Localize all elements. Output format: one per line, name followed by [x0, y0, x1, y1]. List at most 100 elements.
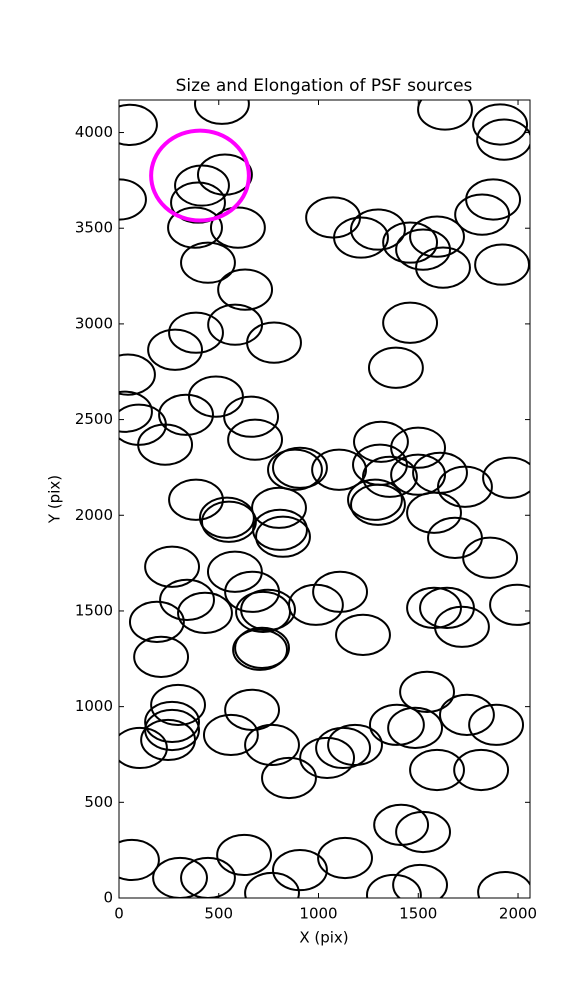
psf-ellipse: [133, 635, 190, 678]
psf-ellipse: [119, 838, 160, 882]
psf-ellipse: [119, 103, 158, 146]
psf-ellipse: [454, 193, 511, 236]
x-axis-label: X (pix): [299, 929, 348, 947]
psf-ellipse: [368, 703, 425, 746]
psf-ellipse: [489, 583, 530, 626]
psf-ellipse: [202, 713, 259, 757]
psf-ellipse: [387, 706, 444, 749]
psf-ellipse: [251, 486, 307, 529]
psf-ellipse: [167, 206, 223, 249]
psf-ellipse: [180, 856, 236, 898]
psf-ellipse: [119, 390, 153, 433]
x-tick-label: 0: [114, 905, 124, 923]
y-tick-label: 1500: [75, 601, 113, 619]
psf-ellipse: [468, 703, 525, 746]
y-tick-label: 0: [103, 889, 113, 907]
psf-ellipse: [382, 301, 439, 344]
psf-ellipse: [399, 670, 455, 713]
psf-ellipse: [140, 718, 197, 762]
psf-ellipse: [482, 456, 530, 499]
y-tick-label: 3500: [75, 219, 113, 237]
psf-ellipse: [244, 871, 300, 898]
psf-ellipse: [272, 848, 328, 892]
psf-ellipse: [362, 455, 418, 498]
psf-ellipse: [406, 586, 462, 629]
psf-ellipse: [180, 241, 236, 284]
psf-ellipse: [150, 683, 206, 727]
psf-ellipse: [261, 756, 317, 800]
psf-ellipse: [462, 536, 519, 579]
psf-ellipse: [272, 446, 328, 489]
psf-ellipse: [267, 448, 323, 491]
psf-ellipse: [350, 208, 406, 251]
chart-title: Size and Elongation of PSF sources: [176, 76, 473, 96]
psf-ellipse: [350, 483, 406, 526]
psf-ellipse: [152, 856, 208, 898]
psf-ellipse: [159, 578, 215, 621]
axes-frame: [118, 99, 531, 899]
psf-ellipse: [144, 545, 201, 588]
psf-ellipse: [224, 688, 281, 731]
psf-ellipse: [209, 206, 266, 249]
psf-ellipse: [246, 321, 302, 364]
psf-ellipse: [409, 748, 465, 792]
x-tick-label: 500: [204, 905, 233, 923]
psf-ellipse: [366, 873, 422, 898]
y-tick-label: 4000: [75, 123, 113, 141]
highlight-ellipse: [149, 128, 251, 223]
psf-ellipse: [335, 613, 391, 656]
psf-ellipse: [382, 221, 439, 264]
psf-ellipse: [206, 550, 263, 593]
psf-ellipse: [144, 700, 201, 744]
psf-ellipse: [244, 723, 300, 767]
psf-ellipse: [147, 328, 203, 371]
y-tick-label: 1000: [75, 697, 113, 715]
psf-ellipse: [217, 268, 274, 311]
psf-ellipse: [252, 508, 308, 551]
psf-ellipse: [474, 243, 530, 286]
psf-ellipse: [472, 103, 529, 146]
psf-ellipse: [476, 118, 530, 161]
psf-ellipse: [434, 605, 490, 648]
y-tick-label: 2000: [75, 506, 113, 524]
psf-ellipse: [392, 863, 448, 898]
psf-ellipse: [170, 181, 226, 224]
psf-ellipse: [227, 418, 284, 461]
psf-ellipse: [390, 453, 447, 496]
psf-ellipse: [409, 215, 465, 258]
psf-ellipse: [119, 726, 168, 770]
psf-ellipse: [255, 515, 311, 558]
psf-ellipse: [312, 570, 368, 613]
psf-ellipse: [194, 100, 250, 125]
psf-ellipse: [406, 491, 462, 534]
x-tick-label: 2000: [499, 905, 537, 923]
psf-ellipse: [168, 478, 224, 521]
psf-ellipse: [287, 583, 344, 626]
psf-ellipse: [390, 426, 447, 469]
psf-ellipse: [174, 164, 230, 207]
psf-ellipse: [367, 346, 424, 389]
y-tick-label: 500: [84, 793, 113, 811]
y-axis-label: Y (pix): [46, 475, 64, 524]
psf-ellipse: [317, 836, 373, 880]
psf-ellipse: [119, 353, 156, 396]
psf-ellipse: [453, 748, 510, 792]
x-tick-label: 1000: [299, 905, 337, 923]
psf-ellipse: [415, 246, 471, 289]
psf-ellipse: [216, 833, 273, 877]
psf-ellipse: [232, 628, 288, 671]
y-tick-label: 3000: [75, 314, 113, 332]
psf-ellipse: [439, 693, 495, 736]
psf-ellipse: [347, 478, 403, 521]
y-tick-label: 2500: [75, 410, 113, 428]
psf-ellipse: [223, 395, 280, 438]
psf-ellipse: [199, 496, 255, 539]
psf-ellipse: [395, 810, 451, 854]
psf-ellipse: [437, 465, 493, 508]
psf-ellipse: [234, 626, 290, 669]
psf-ellipse: [311, 448, 367, 491]
psf-ellipse: [333, 216, 389, 259]
psf-ellipse: [299, 736, 356, 780]
psf-ellipse: [128, 600, 185, 643]
